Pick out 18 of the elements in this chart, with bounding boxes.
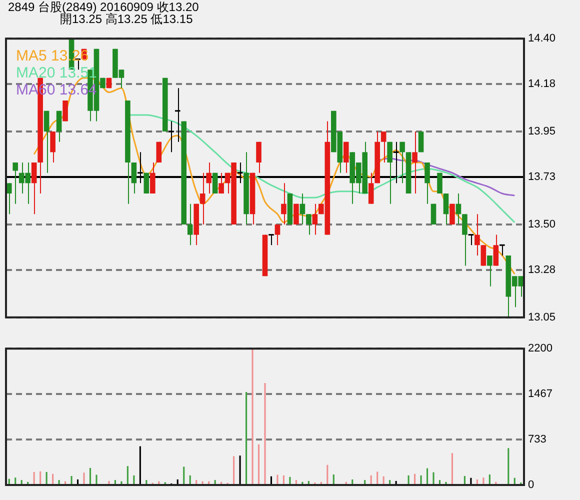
- y-tick-label: 13.05: [528, 311, 556, 324]
- y-tick-label: 13.50: [528, 218, 556, 230]
- y-tick-label: 13.95: [528, 126, 556, 138]
- y-tick-label: 13.73: [528, 171, 556, 183]
- y-tick-label: 13.28: [528, 264, 556, 276]
- candlestick: [468, 234, 474, 246]
- candlestick: [268, 234, 275, 246]
- y-tick-label: 733: [528, 434, 546, 446]
- chart-subtitle: 開13.25 高13.25 低13.15: [60, 12, 193, 26]
- y-tick-label: 14.40: [528, 32, 556, 45]
- chart-title: 2849 台股(2849) 20160909 收13.20: [8, 0, 199, 14]
- y-tick-label: 2200: [528, 342, 552, 355]
- candlestick: [168, 120, 175, 153]
- candlestick: [498, 244, 506, 256]
- y-tick-label: 0: [528, 479, 534, 492]
- candlestick: [174, 88, 182, 142]
- y-tick-label: 14.18: [528, 78, 556, 90]
- y-tick-label: 1467: [528, 388, 552, 400]
